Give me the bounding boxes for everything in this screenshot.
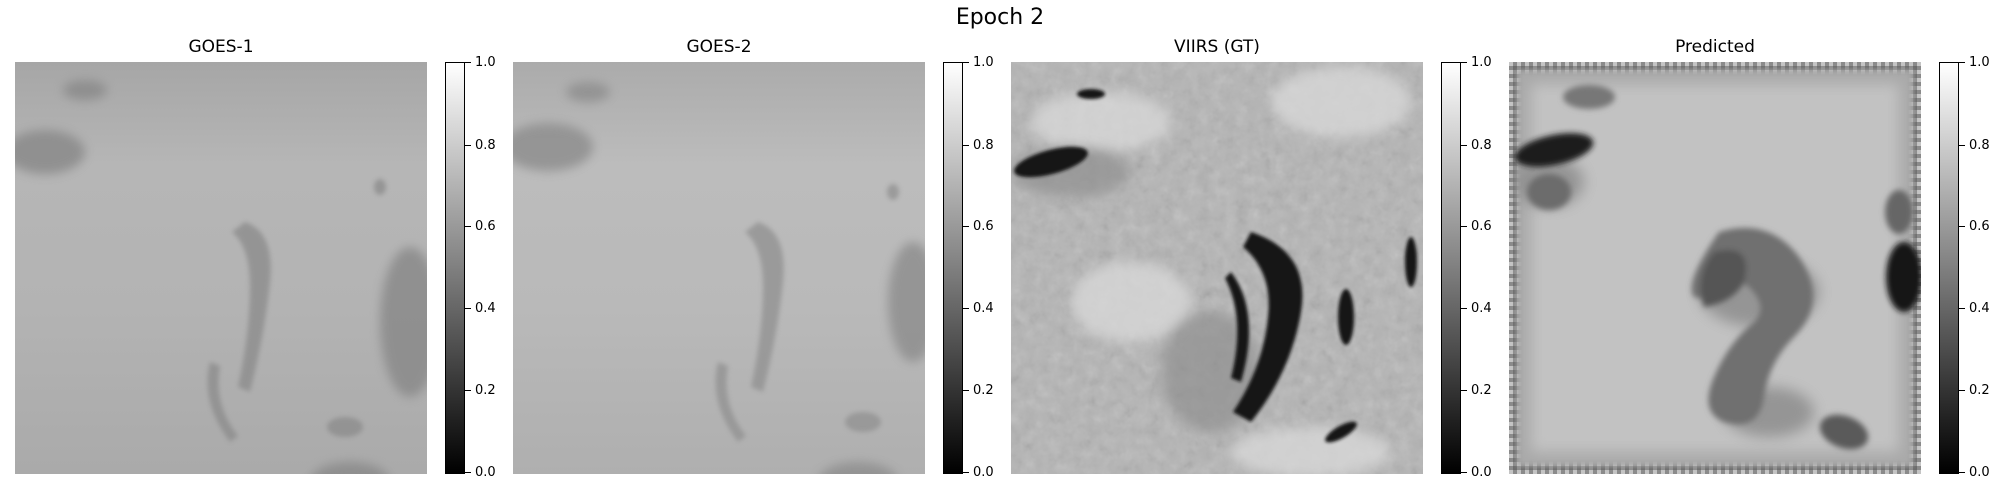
colorbar-tick-label: 1.0 — [973, 55, 994, 70]
colorbar-tick-label: 0.6 — [1969, 219, 1990, 234]
colorbar-tick-label: 0.2 — [475, 383, 496, 398]
colorbar-tick — [963, 390, 969, 391]
figure-title: Epoch 2 — [955, 5, 1045, 30]
colorbar-tick — [1461, 145, 1467, 146]
colorbar-tick — [963, 308, 969, 309]
colorbar-tick-label: 0.0 — [1471, 465, 1492, 480]
panel-title-viirs-gt: VIIRS (GT) — [1174, 37, 1260, 57]
colorbar-tick — [1461, 308, 1467, 309]
panel-title-goes-1: GOES-1 — [188, 37, 254, 57]
colorbar-goes-2 — [943, 62, 963, 474]
panel-title-goes-2: GOES-2 — [686, 37, 752, 57]
colorbar-tick-label: 1.0 — [475, 55, 496, 70]
colorbar-tick-label: 0.2 — [973, 383, 994, 398]
colorbar-predicted — [1939, 62, 1959, 474]
colorbar-tick-label: 0.8 — [973, 138, 994, 153]
goes-2-image — [513, 62, 925, 474]
colorbar-tick — [1461, 226, 1467, 227]
predicted-image — [1509, 62, 1921, 474]
colorbar-tick — [1461, 472, 1467, 473]
colorbar-tick-label: 0.6 — [1471, 219, 1492, 234]
colorbar-tick-label: 0.0 — [475, 465, 496, 480]
colorbar-tick — [1461, 390, 1467, 391]
colorbar-tick — [963, 226, 969, 227]
colorbar-tick — [465, 62, 471, 63]
colorbar-tick-label: 0.4 — [1471, 301, 1492, 316]
colorbar-tick — [465, 390, 471, 391]
colorbar-tick — [1959, 226, 1965, 227]
colorbar-tick — [1959, 472, 1965, 473]
colorbar-tick-label: 1.0 — [1471, 55, 1492, 70]
colorbar-viirs-gt — [1441, 62, 1461, 474]
colorbar-tick-label: 0.2 — [1471, 383, 1492, 398]
colorbar-tick-label: 0.8 — [1471, 138, 1492, 153]
colorbar-tick-label: 0.8 — [475, 138, 496, 153]
colorbar-tick — [1959, 308, 1965, 309]
colorbar-tick-label: 0.6 — [475, 219, 496, 234]
colorbar-tick-label: 0.0 — [1969, 465, 1990, 480]
colorbar-tick-label: 0.8 — [1969, 138, 1990, 153]
colorbar-tick — [963, 472, 969, 473]
colorbar-tick-label: 0.6 — [973, 219, 994, 234]
colorbar-tick — [1461, 62, 1467, 63]
goes-1-image — [15, 62, 427, 474]
colorbar-tick-label: 0.0 — [973, 465, 994, 480]
colorbar-tick — [963, 62, 969, 63]
colorbar-tick-label: 0.4 — [973, 301, 994, 316]
colorbar-tick-label: 0.4 — [1969, 301, 1990, 316]
colorbar-tick — [1959, 62, 1965, 63]
panel-title-predicted: Predicted — [1675, 37, 1755, 57]
viirs-gt-image — [1011, 62, 1423, 474]
colorbar-tick-label: 1.0 — [1969, 55, 1990, 70]
colorbar-tick — [963, 145, 969, 146]
colorbar-tick — [1959, 145, 1965, 146]
colorbar-tick — [465, 145, 471, 146]
colorbar-tick — [465, 472, 471, 473]
colorbar-tick-label: 0.2 — [1969, 383, 1990, 398]
colorbar-tick — [1959, 390, 1965, 391]
colorbar-tick-label: 0.4 — [475, 301, 496, 316]
colorbar-tick — [465, 308, 471, 309]
colorbar-tick — [465, 226, 471, 227]
colorbar-goes-1 — [445, 62, 465, 474]
